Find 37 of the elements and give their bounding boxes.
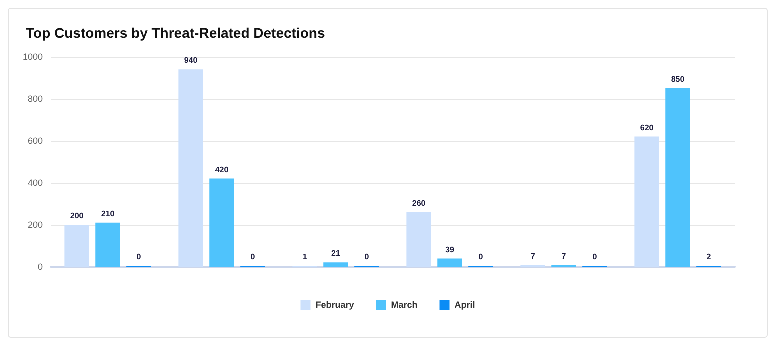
data-label: 0 bbox=[364, 252, 370, 262]
bar bbox=[210, 178, 234, 267]
legend-label: April bbox=[454, 300, 476, 310]
data-label: 940 bbox=[184, 56, 198, 66]
data-label: 21 bbox=[332, 249, 341, 258]
data-label: 420 bbox=[215, 165, 230, 174]
data-label: 0 bbox=[478, 252, 484, 262]
bar bbox=[64, 225, 90, 267]
bar bbox=[324, 262, 348, 267]
data-label: 0 bbox=[250, 252, 256, 262]
bar bbox=[406, 212, 432, 267]
y-tick-label: 600 bbox=[28, 136, 43, 146]
data-label: 260 bbox=[412, 198, 426, 208]
bar bbox=[178, 70, 204, 267]
data-label: 1 bbox=[302, 252, 308, 262]
y-tick-label: 200 bbox=[28, 220, 43, 230]
data-label: 2 bbox=[706, 252, 712, 262]
y-tick-label: 0 bbox=[38, 262, 43, 272]
data-label: 7 bbox=[562, 252, 567, 262]
data-label: 0 bbox=[136, 252, 142, 262]
data-label: 850 bbox=[671, 75, 686, 84]
data-label: 210 bbox=[101, 209, 116, 218]
bar bbox=[634, 136, 660, 267]
legend-label: March bbox=[391, 300, 418, 310]
bar bbox=[438, 258, 462, 267]
y-tick-label: 800 bbox=[28, 94, 43, 104]
bar bbox=[96, 222, 120, 267]
y-tick-label: 400 bbox=[28, 178, 43, 188]
data-label: 0 bbox=[592, 252, 598, 262]
chart-title: Top Customers by Threat-Related Detections bbox=[26, 25, 326, 41]
data-label: 39 bbox=[446, 245, 455, 254]
data-label: 7 bbox=[530, 252, 536, 262]
bar bbox=[666, 88, 690, 267]
legend-label: February bbox=[316, 300, 354, 310]
y-tick-label: 1000 bbox=[22, 52, 43, 62]
data-label: 200 bbox=[70, 212, 84, 220]
data-label: 620 bbox=[640, 123, 654, 132]
